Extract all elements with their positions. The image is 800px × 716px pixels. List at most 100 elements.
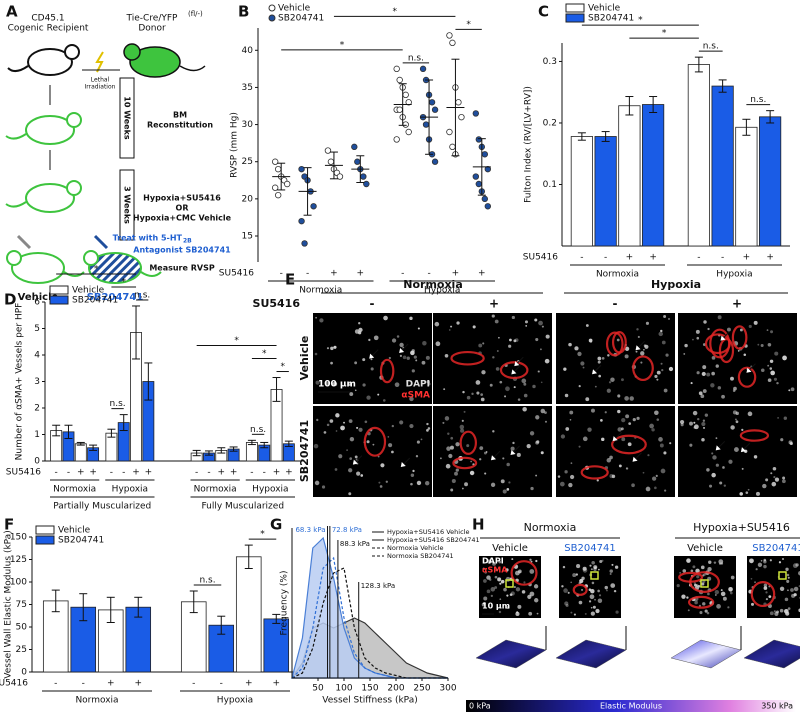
nucleus	[747, 411, 753, 417]
smooth-muscle	[689, 571, 720, 593]
nucleus	[439, 457, 442, 460]
nucleus	[416, 480, 422, 486]
legend-label: Hypoxia+SU5416 SB204741	[387, 536, 480, 544]
nucleus	[567, 591, 570, 594]
nucleus	[498, 336, 500, 339]
nucleus	[716, 604, 721, 609]
data-point	[484, 165, 492, 173]
nucleus	[704, 609, 708, 613]
nucleus	[470, 460, 472, 463]
nucleus	[594, 385, 597, 388]
nucleus	[683, 353, 686, 355]
row-label: SU5416	[219, 269, 254, 279]
arrow-head	[715, 445, 721, 451]
nucleus	[734, 418, 737, 421]
nucleus	[518, 569, 522, 574]
nucleus	[581, 588, 584, 591]
step-label: BM	[173, 111, 187, 120]
legend-marker	[268, 4, 276, 12]
nucleus	[482, 567, 485, 570]
nucleus	[448, 329, 451, 331]
nucleus	[360, 474, 364, 477]
nucleus	[540, 348, 542, 351]
panel-label: D	[4, 291, 16, 309]
bar	[570, 136, 593, 247]
nucleus	[714, 594, 717, 596]
nucleus	[492, 356, 495, 359]
nucleus	[358, 327, 363, 333]
nucleus	[765, 591, 768, 594]
arrow-head	[399, 347, 405, 353]
nucleus	[426, 429, 429, 432]
probe-region	[700, 579, 709, 588]
nucleus	[615, 610, 619, 614]
nucleus	[480, 393, 484, 397]
nucleus	[684, 343, 688, 348]
sig-label: *	[662, 29, 667, 39]
nucleus	[394, 382, 400, 388]
step-subscript: 2B	[183, 238, 192, 245]
nucleus	[444, 353, 449, 358]
nucleus	[535, 415, 540, 420]
data-point	[449, 143, 456, 151]
bar	[711, 85, 734, 247]
nucleus	[406, 356, 410, 360]
x-tick-label: 250	[413, 684, 430, 694]
arrow-head	[510, 450, 516, 456]
nucleus	[391, 338, 397, 343]
bar	[687, 64, 710, 247]
nucleus	[701, 421, 706, 427]
group-label: Normoxia	[524, 521, 577, 534]
nucleus	[706, 468, 710, 472]
arrow-head	[511, 369, 517, 375]
nucleus	[483, 451, 487, 455]
nucleus	[529, 569, 535, 574]
nucleus	[590, 408, 595, 413]
nucleus	[783, 608, 789, 614]
nucleus	[420, 438, 423, 441]
nucleus	[718, 562, 722, 565]
nucleus	[442, 421, 445, 424]
nucleus	[568, 342, 572, 347]
nucleus	[569, 419, 572, 421]
y-tick-label: 1	[34, 430, 40, 440]
nucleus	[757, 343, 760, 346]
nucleus	[702, 574, 705, 577]
nucleus	[508, 481, 511, 484]
y-tick-label: 35	[242, 83, 253, 93]
nucleus	[409, 396, 414, 402]
nucleus	[478, 343, 483, 348]
probe-region	[505, 579, 514, 588]
nucleus	[651, 476, 657, 481]
bar	[235, 556, 262, 673]
nucleus	[349, 457, 353, 460]
nucleus	[773, 610, 776, 613]
column-label: +	[732, 297, 742, 311]
nucleus	[704, 413, 709, 417]
nucleus	[779, 608, 784, 613]
bar	[618, 105, 641, 247]
nucleus	[730, 425, 735, 430]
nucleus	[636, 328, 639, 331]
legend-marker	[268, 14, 276, 22]
nucleus	[480, 397, 485, 402]
y-tick-label: 6	[34, 298, 40, 308]
nucleus	[626, 467, 628, 470]
nucleus	[325, 381, 330, 387]
data-point	[360, 173, 367, 180]
nucleus	[562, 565, 566, 569]
nucleus	[792, 563, 798, 569]
nucleus	[481, 602, 486, 607]
nucleus	[316, 418, 319, 422]
nucleus	[413, 355, 417, 359]
nucleus	[763, 564, 767, 569]
nucleus	[529, 558, 532, 561]
nucleus	[570, 474, 575, 480]
nucleus	[696, 371, 700, 375]
nucleus	[450, 436, 454, 440]
nucleus	[617, 409, 621, 414]
nucleus	[763, 586, 768, 590]
arrow-head	[635, 345, 641, 351]
nucleus	[335, 430, 338, 432]
x-tick-label: +	[330, 269, 338, 279]
